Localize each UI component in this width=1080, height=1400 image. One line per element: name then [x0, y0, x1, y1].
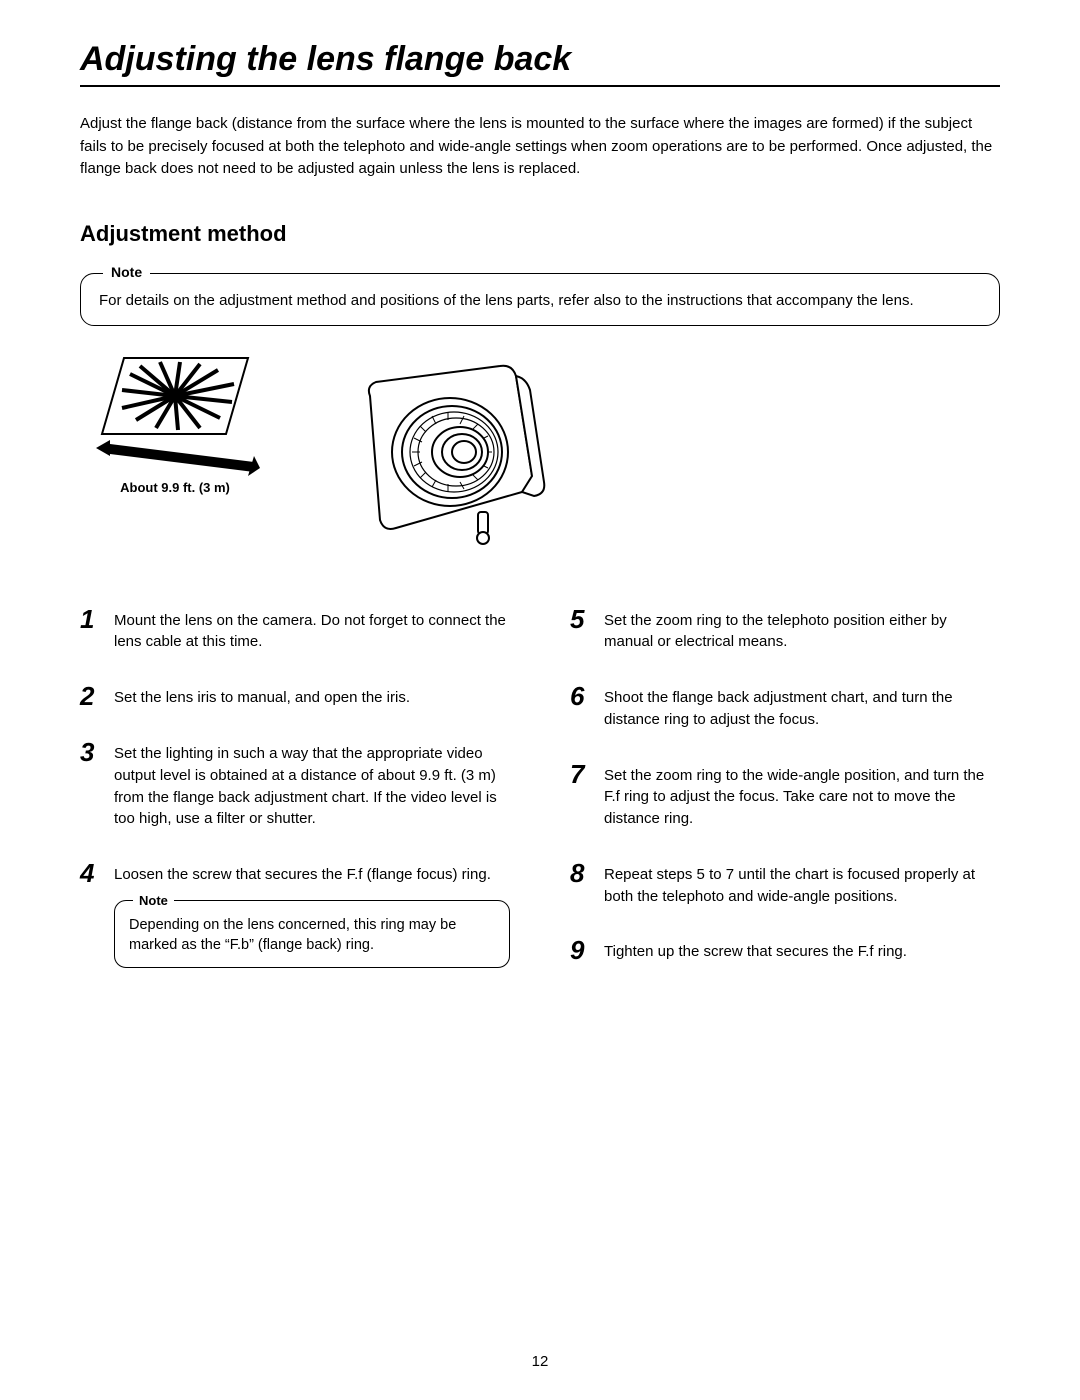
step-item: 4 Loosen the screw that secures the F.f …	[80, 860, 510, 968]
page-number: 12	[532, 1353, 549, 1370]
page-title: Adjusting the lens flange back	[80, 40, 1000, 87]
step-text: Set the zoom ring to the wide-angle posi…	[604, 761, 1000, 830]
step-number: 6	[570, 683, 604, 709]
steps-container: 1 Mount the lens on the camera. Do not f…	[80, 606, 1000, 999]
steps-left-column: 1 Mount the lens on the camera. Do not f…	[80, 606, 510, 999]
step-text: Set the lens iris to manual, and open th…	[114, 683, 510, 709]
step-item: 1 Mount the lens on the camera. Do not f…	[80, 606, 510, 654]
camera-icon	[340, 356, 560, 556]
step-text: Shoot the flange back adjustment chart, …	[604, 683, 1000, 731]
step-number: 1	[80, 606, 114, 632]
inline-note-box: Note Depending on the lens concerned, th…	[114, 900, 510, 969]
step-item: 2 Set the lens iris to manual, and open …	[80, 683, 510, 709]
diagram-row: About 9.9 ft. (3 m)	[80, 356, 1000, 556]
step-number: 9	[570, 937, 604, 963]
step-item: 3 Set the lighting in such a way that th…	[80, 739, 510, 830]
step-text: Set the zoom ring to the telephoto posit…	[604, 606, 1000, 654]
step-text: Repeat steps 5 to 7 until the chart is f…	[604, 860, 1000, 908]
step-number: 4	[80, 860, 114, 886]
step-number: 7	[570, 761, 604, 787]
step-text: Set the lighting in such a way that the …	[114, 739, 510, 830]
step-item: 6 Shoot the flange back adjustment chart…	[570, 683, 1000, 731]
distance-label: About 9.9 ft. (3 m)	[120, 480, 230, 495]
step-item: 9 Tighten up the screw that secures the …	[570, 937, 1000, 963]
intro-paragraph: Adjust the flange back (distance from th…	[80, 113, 1000, 181]
step-item: 8 Repeat steps 5 to 7 until the chart is…	[570, 860, 1000, 908]
step-number: 2	[80, 683, 114, 709]
chart-diagram: About 9.9 ft. (3 m)	[90, 356, 260, 495]
step-text: Tighten up the screw that secures the F.…	[604, 937, 1000, 963]
main-note-box: Note For details on the adjustment metho…	[80, 273, 1000, 326]
note-text: For details on the adjustment method and…	[99, 290, 981, 311]
starburst-chart-icon	[100, 356, 250, 446]
subheading: Adjustment method	[80, 221, 1000, 247]
step-number: 5	[570, 606, 604, 632]
step-item: 5 Set the zoom ring to the telephoto pos…	[570, 606, 1000, 654]
note-label: Note	[103, 264, 150, 280]
step-number: 3	[80, 739, 114, 765]
step-text: Loosen the screw that secures the F.f (f…	[114, 860, 510, 968]
step-item: 7 Set the zoom ring to the wide-angle po…	[570, 761, 1000, 830]
step-number: 8	[570, 860, 604, 886]
inline-note-text: Depending on the lens concerned, this ri…	[129, 915, 495, 956]
inline-note-label: Note	[133, 892, 174, 911]
step-text-inner: Loosen the screw that secures the F.f (f…	[114, 866, 491, 883]
distance-arrow-icon	[90, 440, 260, 476]
step-text: Mount the lens on the camera. Do not for…	[114, 606, 510, 654]
steps-right-column: 5 Set the zoom ring to the telephoto pos…	[570, 606, 1000, 999]
